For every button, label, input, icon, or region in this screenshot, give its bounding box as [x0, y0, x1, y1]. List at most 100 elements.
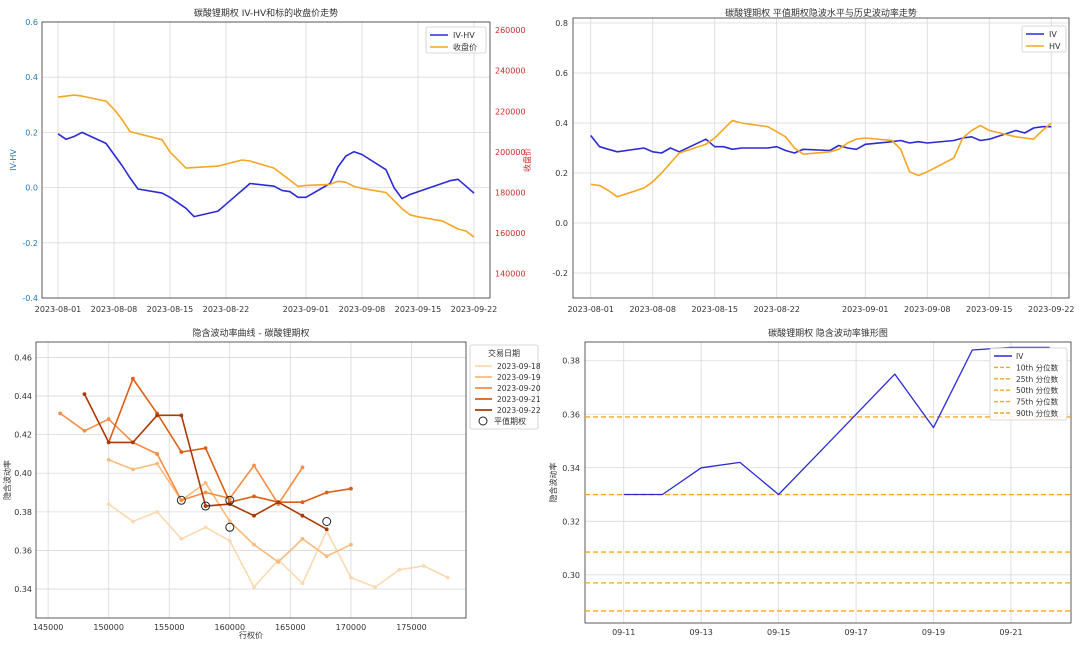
- data-point: [421, 563, 426, 568]
- data-point: [373, 585, 378, 590]
- data-point: [349, 575, 353, 580]
- iv-cone-chart: 碳酸锂期权 隐含波动率锥形图 09-11 09-13 09-15 09-17 09-19 0…: [548, 327, 1072, 637]
- y-tick-label: 0.32: [562, 517, 580, 526]
- x-tick-label: 2023-08-22: [753, 305, 800, 314]
- data-point: [397, 567, 402, 572]
- y-tick-label: 0.2: [25, 128, 38, 137]
- y-tick-label: 0.42: [14, 431, 32, 440]
- y-tick-label: 0.44: [14, 392, 32, 401]
- legend-label: IV: [1016, 352, 1024, 361]
- data-point: [179, 413, 184, 418]
- x-tick-label: 2023-09-08: [339, 305, 386, 314]
- data-point: [203, 504, 208, 508]
- x-tick-label: 2023-08-08: [91, 305, 138, 314]
- data-point: [324, 490, 329, 495]
- legend-label: 2023-09-20: [497, 384, 541, 393]
- legend-label: 25th 分位数: [1016, 374, 1059, 384]
- data-point: [300, 500, 305, 505]
- x-axis-label: 行权价: [239, 630, 263, 640]
- data-point: [324, 554, 329, 559]
- y-tick-label: -0.4: [22, 294, 38, 303]
- y-axis-label: 隐含波动率: [548, 463, 558, 503]
- x-tick-label: 2023-08-01: [35, 305, 82, 314]
- data-point: [179, 450, 184, 454]
- plot-frame: [584, 341, 1072, 624]
- data-point: [300, 581, 305, 586]
- chart-title: 隐含波动率曲线 - 碳酸锂期权: [193, 327, 310, 339]
- data-point: [179, 498, 184, 503]
- data-point: [349, 486, 353, 491]
- x-tick-label: 2023-09-01: [842, 305, 889, 314]
- atm-marker: [176, 495, 186, 505]
- data-point: [155, 413, 160, 418]
- x-tick-label: 09-21: [999, 628, 1022, 637]
- legend-label: 50th 分位数: [1016, 385, 1059, 395]
- x-tick-label: 2023-09-08: [904, 305, 951, 314]
- chart-title: 碳酸锂期权 隐含波动率锥形图: [768, 327, 888, 339]
- data-point: [252, 542, 256, 547]
- legend-label: 90th 分位数: [1016, 408, 1059, 418]
- legend-atm-swatch: [478, 416, 488, 426]
- y-tick-label: 0.6: [555, 69, 568, 78]
- data-point: [227, 519, 232, 524]
- x-tick-label: 175000: [396, 623, 427, 632]
- y-tick-label: 0.38: [562, 357, 580, 366]
- data-point: [131, 376, 135, 381]
- y2-tick-label: 160000: [495, 229, 526, 238]
- x-tick-label: 150000: [93, 623, 124, 632]
- legend-label: IV: [1049, 30, 1057, 39]
- x-tick-label: 165000: [275, 623, 306, 632]
- data-point: [155, 452, 160, 456]
- data-point: [131, 467, 135, 472]
- data-point: [252, 585, 256, 590]
- legend-title: 交易日期: [488, 348, 520, 358]
- y-tick-label: 0.0: [25, 184, 38, 193]
- x-tick-label: 2023-08-01: [567, 305, 614, 314]
- y-tick-label: 0.4: [555, 119, 568, 128]
- y-tick-label: 0.34: [562, 464, 580, 473]
- y2-tick-label: 240000: [495, 67, 526, 76]
- legend-label: 10th 分位数: [1016, 362, 1059, 372]
- iv-smile-chart: 隐含波动率曲线 - 碳酸锂期权 145000 150000 155000 160000 1…: [2, 327, 541, 640]
- y-tick-label: 0.6: [25, 18, 38, 27]
- data-point: [106, 502, 111, 507]
- data-point: [203, 490, 208, 495]
- series-line-HV: [590, 119, 1052, 198]
- legend-label: 75th 分位数: [1016, 397, 1059, 407]
- data-point: [203, 446, 208, 451]
- x-tick-label: 2023-08-08: [629, 305, 676, 314]
- data-point: [252, 513, 256, 518]
- atm-marker: [225, 495, 235, 505]
- data-point: [324, 527, 329, 532]
- legend-label: 2023-09-19: [497, 373, 541, 382]
- iv-hv-close-chart: 碳酸锂期权 IV-HV和标的收盘价走势 2023-08-01 2023-08-08 2…: [9, 7, 532, 314]
- data-point: [179, 536, 184, 541]
- x-tick-label: 160000: [215, 623, 246, 632]
- data-point: [445, 575, 450, 580]
- x-tick-label: 170000: [336, 623, 367, 632]
- chart-title: 碳酸锂期权 IV-HV和标的收盘价走势: [194, 7, 338, 19]
- atm-marker: [225, 522, 235, 532]
- y-tick-label: 0.36: [14, 546, 32, 555]
- y-axis-label: 隐含波动率: [2, 460, 12, 500]
- data-point: [82, 392, 87, 397]
- x-tick-label: 155000: [154, 623, 185, 632]
- plot-frame: [35, 341, 467, 619]
- series-line-IV-HV: [57, 131, 475, 218]
- data-point: [300, 513, 305, 518]
- legend-label: 收盘价: [453, 42, 477, 52]
- plot-frame: [41, 21, 491, 299]
- y-tick-label: 0.34: [14, 585, 32, 594]
- data-point: [106, 417, 111, 422]
- data-point: [82, 428, 87, 433]
- data-point: [349, 542, 353, 547]
- x-tick-label: 09-17: [844, 628, 867, 637]
- atm-marker: [322, 516, 332, 526]
- y2-tick-label: 200000: [495, 148, 526, 157]
- series-line-收盘价: [57, 94, 475, 238]
- data-point: [276, 560, 281, 564]
- x-tick-label: 2023-09-15: [966, 305, 1013, 314]
- x-tick-label: 09-11: [612, 628, 635, 637]
- series-line-2023-09-18: [108, 503, 449, 588]
